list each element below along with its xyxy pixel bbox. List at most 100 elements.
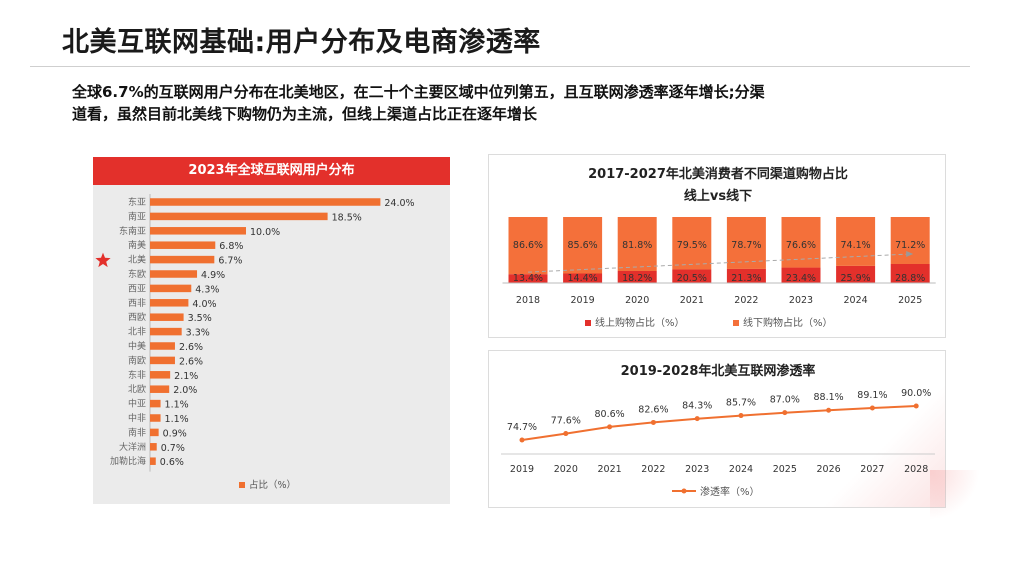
category-label: 加勒比海	[110, 455, 146, 467]
bar-offline	[726, 217, 766, 269]
x-tick-label: 2021	[598, 464, 622, 475]
x-tick-label: 2021	[680, 295, 704, 306]
value-label: 0.6%	[160, 457, 184, 468]
x-tick-label: 2022	[734, 295, 758, 306]
value-label: 2.6%	[179, 356, 203, 367]
online-value-label: 23.4%	[786, 273, 816, 284]
title-divider	[30, 66, 970, 67]
x-tick-label: 2024	[729, 464, 753, 475]
value-label: 82.6%	[638, 404, 668, 415]
bar-offline	[508, 217, 548, 275]
category-label: 南非	[128, 426, 146, 438]
value-label: 89.1%	[857, 390, 887, 401]
bar	[150, 313, 184, 321]
value-label: 77.6%	[551, 416, 581, 427]
category-label: 西欧	[128, 311, 146, 323]
value-label: 3.5%	[188, 313, 212, 324]
bar	[150, 327, 182, 336]
offline-value-label: 79.5%	[677, 240, 707, 251]
bar	[150, 371, 171, 379]
bar	[150, 241, 216, 249]
value-label: 1.1%	[165, 414, 189, 425]
x-tick-label: 2022	[641, 464, 665, 475]
category-label: 北非	[128, 326, 146, 338]
value-label: 0.9%	[163, 428, 187, 439]
legend-marker	[681, 488, 687, 494]
value-label: 90.0%	[901, 388, 931, 399]
online-value-label: 21.3%	[731, 273, 761, 284]
legend-swatch-offline	[733, 320, 739, 326]
value-label: 80.6%	[595, 409, 625, 420]
penetration-chart-title: 2019-2028年北美互联网渗透率	[621, 363, 816, 379]
penetration-panel: 2019-2028年北美互联网渗透率 74.7% 2019 77.6% 2020 80.6…	[488, 350, 946, 508]
bar-online	[890, 263, 930, 283]
bar-online	[781, 267, 821, 283]
legend-label: 渗透率（%）	[700, 485, 760, 498]
bar-offline	[563, 217, 603, 274]
value-label: 4.9%	[201, 270, 225, 281]
legend-label-offline: 线下购物占比（%）	[743, 316, 833, 329]
user-distribution-panel: 2023年全球互联网用户分布 东亚 24.0% 南亚 18.5% 东南亚 10.0% 南美 6…	[93, 157, 450, 504]
category-label: 南美	[128, 239, 146, 251]
channel-chart-title: 2017-2027年北美消费者不同渠道购物占比	[588, 166, 848, 182]
data-point	[826, 407, 832, 413]
bar	[150, 255, 215, 264]
legend-swatch	[239, 482, 245, 488]
value-label: 85.7%	[726, 398, 756, 409]
category-label: 东欧	[128, 268, 146, 280]
value-label: 88.1%	[814, 392, 844, 403]
value-label: 6.8%	[219, 241, 243, 252]
bar	[150, 385, 170, 393]
user-distribution-title: 2023年全球互联网用户分布	[93, 157, 450, 185]
category-label: 南欧	[128, 354, 146, 366]
bar	[150, 457, 156, 465]
value-label: 3.3%	[186, 328, 210, 339]
page-title: 北美互联网基础:用户分布及电商渗透率	[62, 27, 541, 58]
bar	[150, 270, 198, 278]
bar	[150, 212, 328, 221]
offline-value-label: 85.6%	[568, 240, 598, 251]
value-label: 6.7%	[218, 256, 242, 267]
bar-online	[726, 268, 766, 283]
x-tick-label: 2020	[625, 295, 649, 306]
data-point	[869, 405, 875, 411]
online-value-label: 14.4%	[568, 273, 598, 284]
channel-share-panel: 2017-2027年北美消费者不同渠道购物占比 线上vs线下 86.6% 13.4% 2…	[488, 154, 946, 338]
bar	[150, 356, 175, 365]
bar-offline	[890, 217, 930, 264]
x-tick-label: 2028	[904, 464, 928, 475]
category-label: 北美	[128, 254, 146, 266]
data-point	[694, 416, 700, 422]
value-label: 4.0%	[192, 299, 216, 310]
bar	[150, 399, 161, 408]
value-label: 2.1%	[174, 371, 198, 382]
bar	[150, 284, 192, 293]
legend-label-online: 线上购物占比（%）	[595, 316, 685, 329]
bar	[150, 443, 157, 451]
category-label: 西非	[128, 297, 146, 309]
bar-offline	[617, 217, 657, 271]
data-point	[738, 413, 744, 419]
x-tick-label: 2024	[844, 295, 868, 306]
offline-value-label: 71.2%	[895, 240, 925, 251]
data-point	[607, 424, 613, 430]
category-label: 中亚	[128, 398, 146, 410]
category-label: 南亚	[128, 210, 146, 222]
highlight-star-icon	[95, 252, 111, 268]
offline-value-label: 76.6%	[786, 240, 816, 251]
x-tick-label: 2019	[510, 464, 534, 475]
data-point	[650, 419, 656, 425]
channel-chart-subtitle: 线上vs线下	[684, 188, 752, 204]
bar	[150, 342, 175, 350]
bar-offline	[836, 217, 876, 266]
trend-arrow-icon	[906, 250, 914, 257]
value-label: 0.7%	[161, 443, 185, 454]
bar-online	[617, 270, 657, 283]
category-label: 东非	[128, 369, 146, 381]
corner-decoration	[930, 470, 980, 520]
x-tick-label: 2025	[898, 295, 922, 306]
value-label: 2.6%	[179, 342, 203, 353]
category-label: 中非	[128, 412, 146, 424]
bar	[150, 428, 159, 437]
